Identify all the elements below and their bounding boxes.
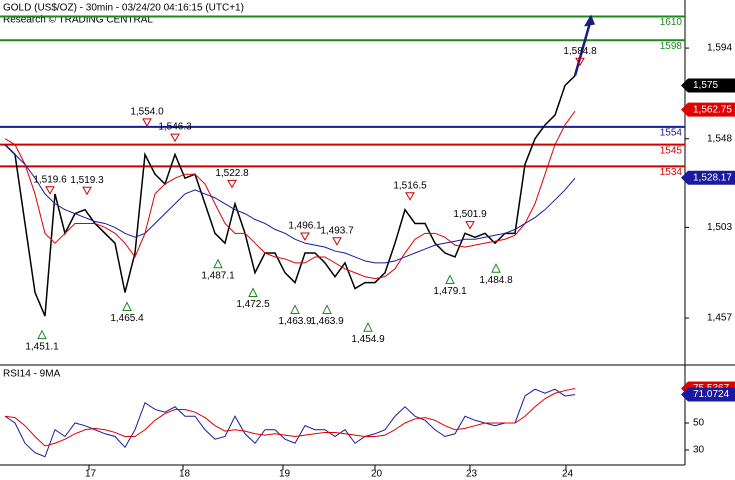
rsi-tag-label: 71.0724	[693, 389, 730, 400]
x-tick-label: 17	[85, 469, 97, 480]
pivot-label: 1,472.5	[236, 299, 270, 310]
pivot-low	[37, 329, 47, 340]
x-tick-label: 19	[279, 469, 291, 480]
x-tick-label: 20	[371, 469, 383, 480]
pivot-label: 1,522.8	[215, 168, 249, 179]
pivot-high	[82, 186, 92, 196]
x-tick-label: 23	[466, 469, 478, 480]
pivot-label: 1,519.3	[70, 175, 104, 186]
rsi-line	[4, 388, 576, 447]
price-tag-label: 1,562.75	[693, 104, 732, 115]
pivot-label: 1,584.8	[563, 46, 597, 57]
pivot-label: 1,519.6	[33, 174, 67, 185]
price-line	[4, 110, 576, 280]
chart-title: GOLD (US$/OZ) - 30min - 03/24/20 04:16:1…	[3, 3, 244, 14]
pivot-label: 1,496.1	[288, 221, 322, 232]
level-label: 1610	[660, 17, 683, 28]
pivot-low	[290, 304, 300, 314]
pivot-label: 1,554.0	[130, 107, 164, 118]
level-label: 1545	[660, 145, 683, 156]
pivot-low	[322, 304, 332, 314]
y-tick-label: 1,503	[707, 222, 732, 233]
arrow-head	[584, 14, 595, 27]
pivot-label: 1,516.5	[393, 180, 427, 191]
pivot-label: 1,487.1	[201, 270, 235, 281]
pivot-low	[445, 274, 455, 285]
pivot-low	[213, 258, 223, 269]
rsi-line	[4, 388, 576, 458]
level-label: 1598	[660, 41, 683, 52]
pivot-label: 1,479.1	[433, 286, 467, 297]
pivot-label: 1,463.9	[278, 316, 312, 327]
projection-arrow	[573, 22, 592, 77]
pivot-label: 1,465.4	[110, 313, 144, 324]
pivot-high	[45, 186, 55, 195]
chart-subtitle: Research © TRADING CENTRAL	[3, 15, 153, 26]
x-tick-label: 18	[179, 469, 191, 480]
pivot-label: 1,501.9	[453, 209, 487, 220]
pivot-label: 1,484.8	[479, 275, 513, 286]
pivot-high	[465, 221, 475, 230]
pivot-low	[122, 301, 132, 312]
rsi-tick-label: 50	[693, 418, 705, 429]
pivot-low	[491, 263, 501, 273]
level-label: 1534	[660, 167, 683, 178]
pivot-label: 1,546.3	[158, 122, 192, 133]
pivot-label: 1,454.9	[351, 334, 385, 345]
pivot-high	[332, 237, 342, 246]
pivot-high	[405, 192, 415, 201]
pivot-high	[575, 57, 585, 67]
rsi-tick-label: 30	[693, 445, 705, 456]
pivot-high	[170, 133, 180, 143]
pivot-label: 1,451.1	[25, 341, 59, 352]
pivot-high	[227, 179, 237, 189]
price-tag-label: 1,528.17	[693, 172, 732, 183]
price-tag	[681, 78, 735, 93]
pivot-label: 1,463.9	[310, 316, 344, 327]
pivot-low	[363, 322, 373, 332]
pivot-high	[142, 118, 152, 127]
pivot-low	[248, 287, 258, 298]
rsi-title: RSI14 - 9MA	[3, 369, 61, 380]
pivot-high	[300, 232, 310, 242]
x-tick-label: 24	[562, 469, 574, 480]
rsi-tag	[681, 387, 735, 402]
price-tag	[681, 102, 735, 117]
price-line	[4, 144, 576, 264]
price-tag	[681, 170, 735, 185]
y-tick-label: 1,457	[707, 313, 732, 324]
price-line	[4, 75, 576, 317]
pivot-label: 1,493.7	[320, 225, 354, 236]
y-tick-label: 1,594	[707, 43, 732, 54]
price-tag-label: 1,575	[693, 80, 718, 91]
y-tick-label: 1,548	[707, 133, 732, 144]
level-label: 1554	[660, 128, 683, 139]
